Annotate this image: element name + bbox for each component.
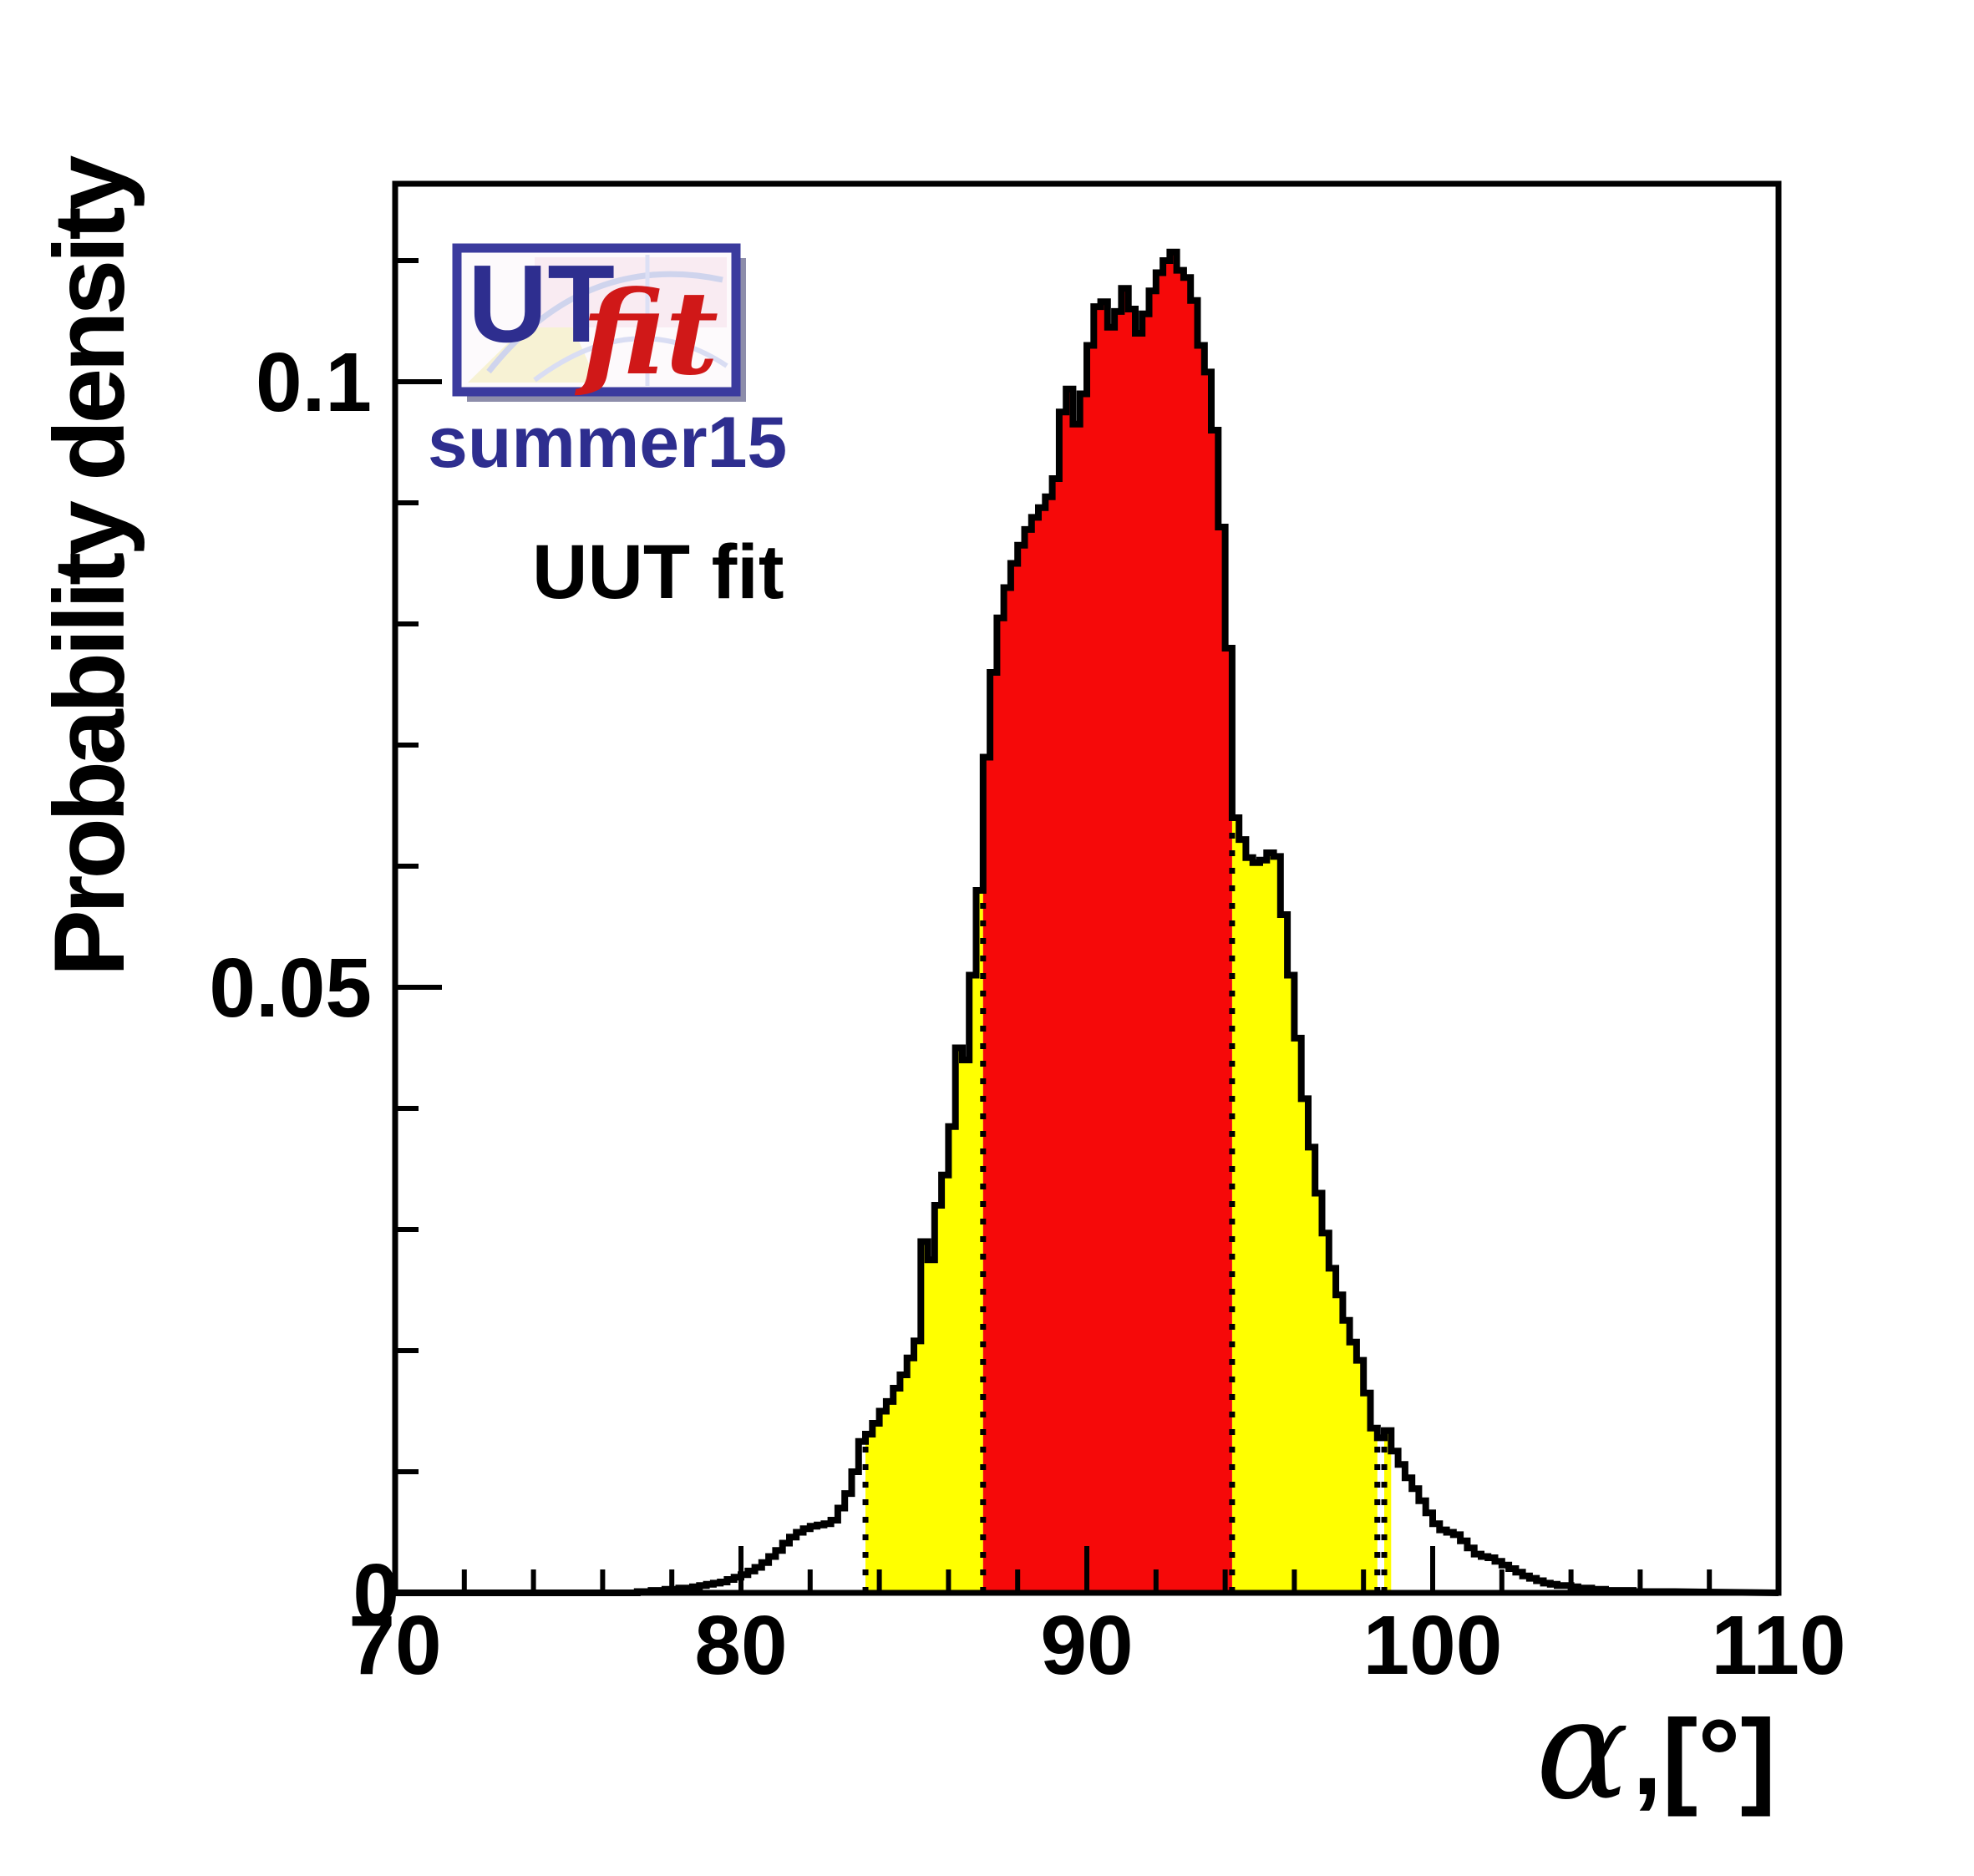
histogram-outline-layer	[395, 248, 1779, 1596]
axis-ticks-layer	[395, 258, 1713, 1593]
y-axis-title: Probability density	[33, 155, 145, 976]
logo-background-art	[468, 255, 728, 386]
x-axis-title: α ,[°]	[1536, 1670, 1776, 1830]
logo-ut-text: UT	[468, 242, 615, 365]
x-tick-label-90: 90	[1040, 1599, 1133, 1692]
x-axis-title-symbol: α	[1536, 1670, 1629, 1830]
plot-frame	[392, 180, 1782, 1596]
ci68-region	[982, 251, 1232, 1593]
y-tick-label-0.05: 0.05	[209, 941, 372, 1035]
histogram-outline	[395, 248, 1779, 1596]
x-tick-label-100: 100	[1363, 1599, 1503, 1692]
x-tick-label-80: 80	[694, 1599, 787, 1692]
ci95-region	[1384, 1430, 1392, 1593]
probability-region-fills	[865, 251, 1392, 1593]
y-tick-label-0: 0	[353, 1547, 399, 1640]
y-tick-label-0.1: 0.1	[256, 336, 372, 429]
logo-fit-text: fit	[574, 265, 718, 401]
fit-label: UUT fit	[532, 530, 784, 615]
ci95-region	[1231, 818, 1378, 1593]
x-axis-title-units: ,[°]	[1632, 1698, 1776, 1818]
utfit-logo: UT fit	[452, 242, 746, 402]
x-tick-label-110: 110	[1711, 1599, 1845, 1692]
dataset-label: summer15	[428, 403, 787, 483]
x-tick-label-70: 70	[348, 1599, 441, 1692]
axis-tick-labels-layer: 70 80 90 100 110 0 0.05 0.1	[209, 336, 1845, 1692]
